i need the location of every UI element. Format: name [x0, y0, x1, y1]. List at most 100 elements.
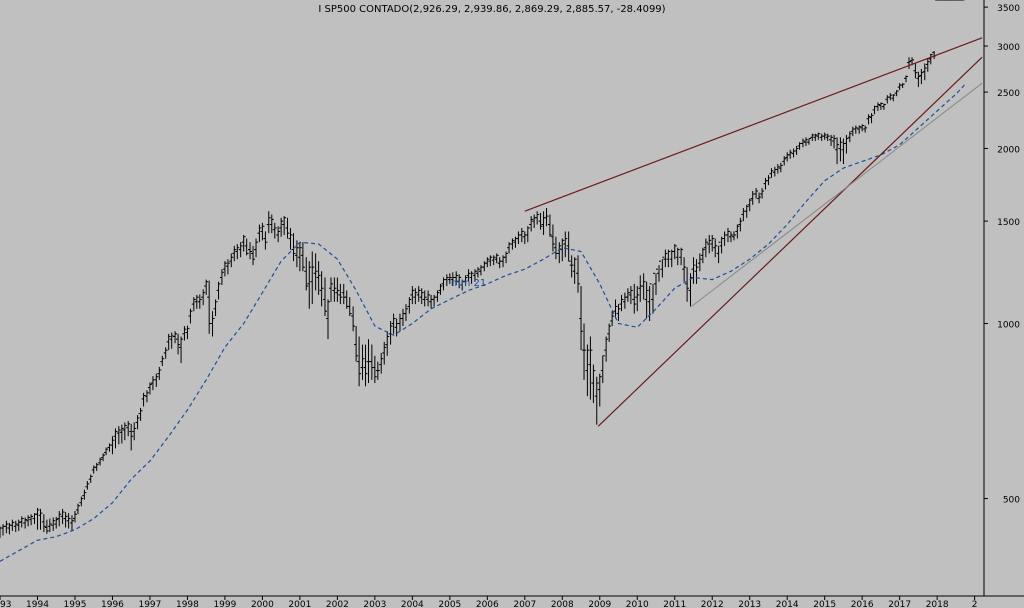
- x-tick-label: 2014: [776, 600, 799, 608]
- price-bar: [176, 333, 181, 355]
- x-tick-label: 2013: [738, 600, 761, 608]
- price-bar: [635, 286, 640, 312]
- price-bar: [391, 313, 396, 334]
- y-tick-label: 3000: [997, 43, 1020, 53]
- price-bar: [710, 234, 715, 252]
- price-bar: [138, 407, 143, 421]
- price-bar: [881, 103, 886, 110]
- y-tick-label: 2000: [997, 145, 1020, 155]
- price-bar: [519, 227, 524, 243]
- price-bar: [594, 376, 599, 425]
- price-bar: [335, 277, 340, 302]
- price-bar: [400, 308, 405, 327]
- price-bar: [163, 347, 168, 359]
- price-bar: [628, 286, 633, 305]
- x-tick-label: 2008: [551, 600, 574, 608]
- price-bar: [472, 269, 477, 282]
- price-bar: [147, 382, 152, 395]
- price-bar: [475, 267, 480, 278]
- price-bar: [360, 344, 365, 380]
- price-bar: [485, 257, 490, 268]
- price-bar: [422, 290, 427, 307]
- price-bar: [679, 247, 684, 266]
- price-bar: [316, 261, 321, 295]
- price-bar: [607, 323, 612, 342]
- price-bar: [432, 294, 437, 307]
- price-bar: [697, 253, 702, 272]
- price-bar: [254, 238, 259, 258]
- price-bar: [544, 207, 549, 227]
- price-bar: [666, 249, 671, 268]
- x-tick-label: 2002: [326, 600, 349, 608]
- price-bar: [35, 507, 40, 530]
- price-bar: [60, 508, 65, 525]
- x-tick-label: 2015: [813, 600, 836, 608]
- price-bar: [853, 125, 858, 134]
- price-bar: [341, 283, 346, 305]
- price-bar: [291, 233, 296, 262]
- price-bar: [313, 253, 318, 291]
- price-bar: [553, 236, 558, 260]
- price-bar: [213, 299, 218, 317]
- price-bar: [98, 457, 103, 466]
- price-bar: [310, 251, 315, 305]
- price-bar: [491, 255, 496, 266]
- price-bar: [525, 226, 530, 243]
- price-bar: [535, 211, 540, 225]
- price-bar: [191, 297, 196, 312]
- price-bar: [738, 217, 743, 232]
- price-bar: [4, 520, 9, 534]
- price-bar: [875, 102, 880, 111]
- price-bar: [782, 156, 787, 166]
- price-bar: [276, 226, 281, 243]
- trendline: [597, 56, 983, 427]
- price-bar: [369, 344, 374, 380]
- price-bar: [307, 261, 312, 309]
- price-bar: [822, 132, 827, 140]
- price-bar: [925, 58, 930, 72]
- price-bar: [600, 355, 605, 384]
- price-bar: [26, 515, 31, 527]
- price-bar: [72, 511, 77, 523]
- x-tick-label: 1997: [138, 600, 161, 608]
- price-bar: [47, 518, 52, 533]
- price-bar: [457, 274, 462, 289]
- price-bar: [263, 231, 268, 250]
- price-bar: [685, 267, 690, 302]
- price-bar: [54, 516, 59, 529]
- price-bar: [23, 517, 28, 529]
- x-tick-label: 2004: [401, 600, 424, 608]
- price-bar: [363, 344, 368, 387]
- price-bar: [716, 241, 721, 264]
- price-bar: [632, 283, 637, 314]
- price-bar: [122, 422, 127, 441]
- price-bar: [566, 231, 571, 262]
- price-bar: [735, 224, 740, 239]
- price-bar: [835, 137, 840, 165]
- price-bar: [126, 420, 131, 437]
- price-bar: [194, 294, 199, 309]
- price-bar: [144, 390, 149, 403]
- price-bar: [204, 279, 209, 295]
- price-bar: [585, 344, 590, 397]
- price-bar: [410, 286, 415, 305]
- price-bar: [173, 331, 178, 344]
- price-bar: [538, 212, 543, 230]
- x-tick-label: 2017: [888, 600, 911, 608]
- trendline: [524, 37, 983, 212]
- price-bar: [547, 214, 552, 237]
- price-bar: [703, 238, 708, 258]
- price-bar: [63, 512, 68, 528]
- price-bar: [754, 188, 759, 199]
- price-bar: [825, 133, 830, 141]
- price-bar: [928, 53, 933, 65]
- price-bar: [251, 245, 256, 266]
- price-bar: [94, 462, 99, 471]
- x-tick-label: 1998: [176, 600, 199, 608]
- price-bar: [216, 281, 221, 300]
- price-bar: [788, 149, 793, 159]
- price-bar: [166, 333, 171, 351]
- price-bar: [188, 308, 193, 324]
- x-tick-label: 2018: [926, 600, 949, 608]
